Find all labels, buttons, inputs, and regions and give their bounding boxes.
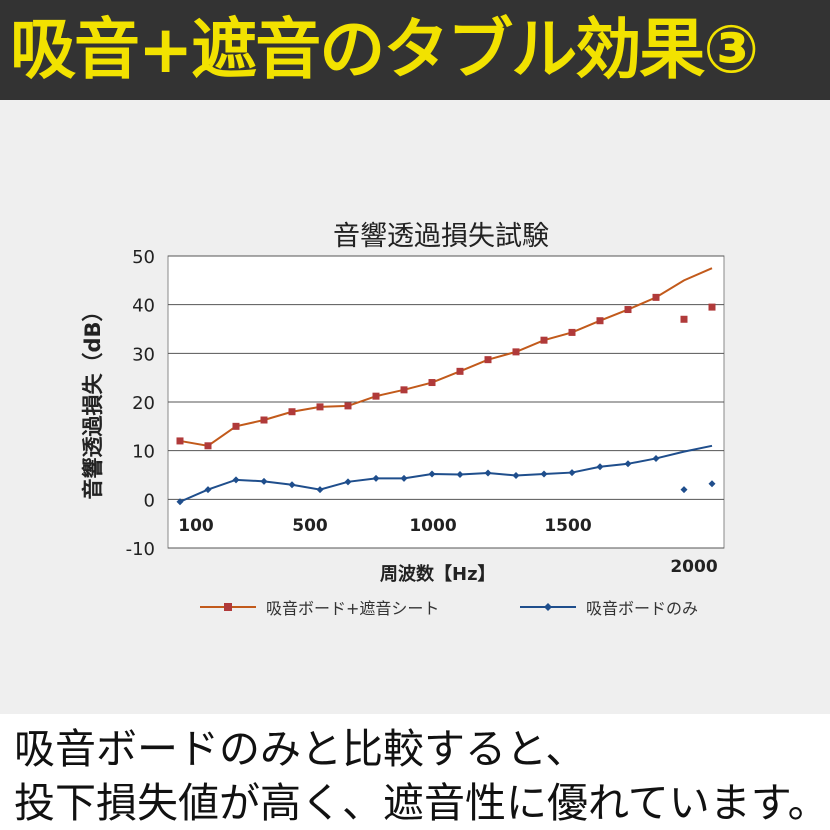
footer-caption: 吸音ボードのみと比較すると、 投下損失値が高く、遮音性に優れています。 [14, 722, 829, 830]
data-point-board-only [260, 477, 268, 485]
y-tick-label: 40 [132, 296, 155, 317]
y-tick-label: 20 [132, 393, 155, 414]
data-point-board-sheet [456, 367, 464, 375]
y-axis-label: 音響透過損失（dB） [81, 300, 105, 500]
data-point-board-only [512, 471, 520, 479]
data-point-board-sheet [372, 392, 380, 400]
data-point-board-only [456, 471, 464, 479]
data-point-board-sheet [232, 422, 240, 430]
data-point-board-sheet [708, 303, 716, 311]
data-point-board-only [232, 476, 240, 484]
data-point-board-only [596, 463, 604, 471]
y-tick-label: 0 [144, 490, 155, 511]
data-point-board-only [428, 470, 436, 478]
y-tick-label: 10 [132, 442, 155, 463]
legend-item-series-a: 吸音ボード+遮音シート [200, 595, 439, 619]
data-point-board-sheet [428, 379, 436, 387]
data-point-board-only [176, 498, 184, 506]
x-tick-label: 2000 [670, 557, 717, 577]
data-point-board-sheet [316, 403, 324, 411]
data-point-board-only [624, 460, 632, 468]
data-point-board-sheet [624, 306, 632, 314]
data-point-board-only [400, 474, 408, 482]
page-title: 吸音+遮音のタブル効果③ [10, 11, 759, 88]
footer-line-1: 吸音ボードのみと比較すると、 [14, 725, 587, 773]
data-point-board-only [204, 486, 212, 494]
data-point-board-sheet [484, 356, 492, 364]
data-point-board-only [484, 469, 492, 477]
footer-line-2: 投下損失値が高く、遮音性に優れています。 [14, 779, 829, 827]
x-tick-label: 1000 [409, 516, 456, 536]
legend-swatch-series-b [520, 603, 576, 611]
legend-swatch-series-a [200, 603, 256, 611]
x-tick-label: 100 [178, 516, 214, 536]
x-axis-label: 周波数【Hz】 [380, 564, 496, 585]
series-line-board-sheet [179, 267, 713, 447]
data-point-board-sheet [288, 408, 296, 416]
data-point-board-sheet [204, 442, 212, 450]
data-point-board-sheet [652, 293, 660, 301]
data-point-board-sheet [344, 402, 352, 410]
data-point-board-sheet [176, 437, 184, 445]
legend-item-series-b: 吸音ボードのみ [520, 595, 698, 619]
x-tick-label: 1500 [544, 516, 591, 536]
data-point-board-only [708, 480, 716, 488]
data-point-board-only [652, 454, 660, 462]
data-point-board-only [680, 486, 688, 494]
x-tick-label: 500 [292, 516, 328, 536]
y-tick-label: 50 [132, 247, 155, 268]
data-point-board-sheet [512, 348, 520, 356]
data-point-board-only [372, 474, 380, 482]
data-point-board-sheet [400, 386, 408, 394]
data-point-board-sheet [540, 336, 548, 344]
legend-label-series-a: 吸音ボード+遮音シート [266, 599, 440, 618]
legend-label-series-b: 吸音ボードのみ [586, 599, 699, 618]
data-point-board-sheet [680, 315, 688, 323]
data-point-board-only [540, 470, 548, 478]
data-point-board-sheet [260, 416, 268, 424]
data-point-board-only [288, 481, 296, 489]
y-tick-label: -10 [126, 539, 155, 560]
data-point-board-only [568, 469, 576, 477]
data-point-board-sheet [568, 328, 576, 336]
data-point-board-only [316, 486, 324, 494]
header-bar: 吸音+遮音のタブル効果③ [0, 0, 830, 100]
chart-title: 音響透過損失試験 [333, 221, 549, 252]
data-point-board-only [344, 478, 352, 486]
data-point-board-sheet [596, 317, 604, 325]
y-tick-label: 30 [132, 344, 155, 365]
series-line-board-only [179, 444, 713, 503]
